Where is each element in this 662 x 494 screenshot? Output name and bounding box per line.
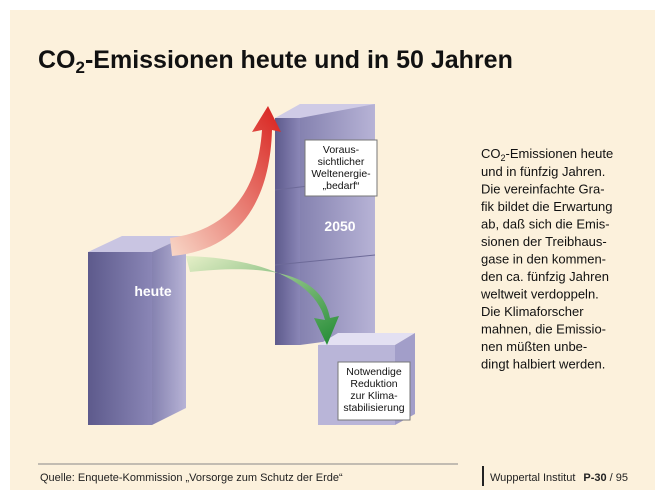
callout-line: sichtlicher: [318, 156, 365, 168]
block-front: [88, 252, 152, 425]
slide: CO2-Emissionen heute und in 50 Jahren he…: [0, 0, 662, 494]
title: CO2-Emissionen heute und in 50 Jahren: [38, 46, 513, 77]
title-prefix: CO: [38, 46, 76, 74]
title-rest: -Emissionen heute und in 50 Jahren: [85, 46, 513, 74]
callout-line: Voraus-: [323, 144, 360, 156]
callout-line: zur Klima-: [350, 390, 398, 402]
description-line: Die vereinfachte Gra-: [481, 182, 605, 197]
footer-source: Quelle: Enquete-Kommission „Vorsorge zum…: [40, 472, 343, 484]
block-label: 2050: [324, 218, 355, 234]
description-rest: -Emissionen heute: [506, 146, 614, 161]
title-subscript: 2: [76, 58, 85, 77]
description-line: fik bildet die Erwartung: [481, 199, 613, 214]
description-line: sionen der Treibhaus-: [481, 234, 607, 249]
description-line: Die Klimaforscher: [481, 304, 584, 319]
footer-page: P-30: [583, 472, 606, 484]
description-line: weltweit verdoppeln.: [480, 287, 599, 302]
description-prefix: CO: [481, 146, 501, 161]
footer-institute: Wuppertal Institut: [490, 472, 575, 484]
callout-line: Notwendige: [346, 366, 402, 378]
stack-front: [275, 118, 300, 345]
callout-line: Reduktion: [350, 378, 397, 390]
description-line: den ca. fünfzig Jahren: [481, 269, 609, 284]
description-line: und in fünfzig Jahren.: [481, 164, 605, 179]
block-side: [152, 236, 186, 425]
description-line: ab, daß sich die Emis-: [481, 217, 610, 232]
footer-total: / 95: [610, 472, 628, 484]
callout-line: „bedarf“: [323, 180, 360, 192]
callout-line: stabilisierung: [343, 402, 404, 414]
description-line: nen müßten unbe-: [481, 339, 587, 354]
block-label: heute: [134, 283, 172, 299]
description-line: gase in den kommen-: [481, 252, 606, 267]
callout-line: Weltenergie-: [311, 168, 371, 180]
description-line: dingt halbiert werden.: [481, 357, 605, 372]
description-line: mahnen, die Emissio-: [481, 322, 606, 337]
